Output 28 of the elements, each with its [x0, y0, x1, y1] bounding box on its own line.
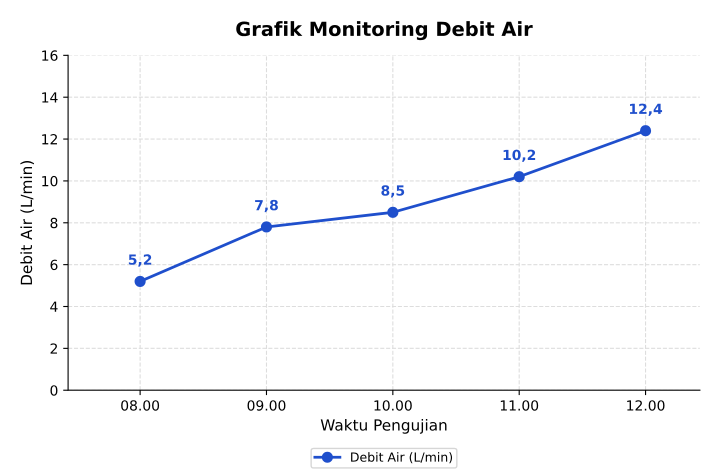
y-tick-label: 16: [42, 50, 58, 61]
y-tick-label: 8: [50, 218, 58, 228]
x-tick-label: 09.00: [248, 400, 286, 411]
point: [514, 171, 525, 182]
data-label: 5,2: [128, 254, 152, 267]
x-tick-label: 12.00: [627, 400, 665, 411]
point: [134, 276, 146, 287]
point: [260, 221, 272, 233]
y-tick-label: 6: [50, 260, 58, 270]
data-label: 10,2: [504, 150, 536, 162]
y-tick-label: 0: [50, 385, 58, 396]
y-tick-label: 14: [42, 92, 58, 102]
data-label: 7,8: [255, 200, 278, 212]
data-label: 12,4: [630, 104, 662, 116]
y-tick-label: 10: [42, 176, 58, 186]
x-tick-label: 08.00: [121, 400, 160, 411]
y-axis-title: Debit Air (L/min): [20, 161, 34, 284]
legend-label: Debit Air (L/min): [351, 452, 452, 464]
x-tick-label: 11.00: [500, 400, 538, 411]
x-axis-title: Waktu Pengujian: [320, 418, 446, 434]
data-label: 8,5: [381, 185, 404, 198]
y-tick-label: 12: [42, 134, 57, 144]
x-tick-label: 10.00: [374, 400, 412, 411]
y-tick-label: 2: [50, 343, 57, 354]
y-tick-label: 4: [50, 302, 58, 312]
point: [640, 125, 652, 136]
chart-title: Grafik Monitoring Debit Air: [236, 21, 533, 40]
point: [387, 206, 398, 218]
